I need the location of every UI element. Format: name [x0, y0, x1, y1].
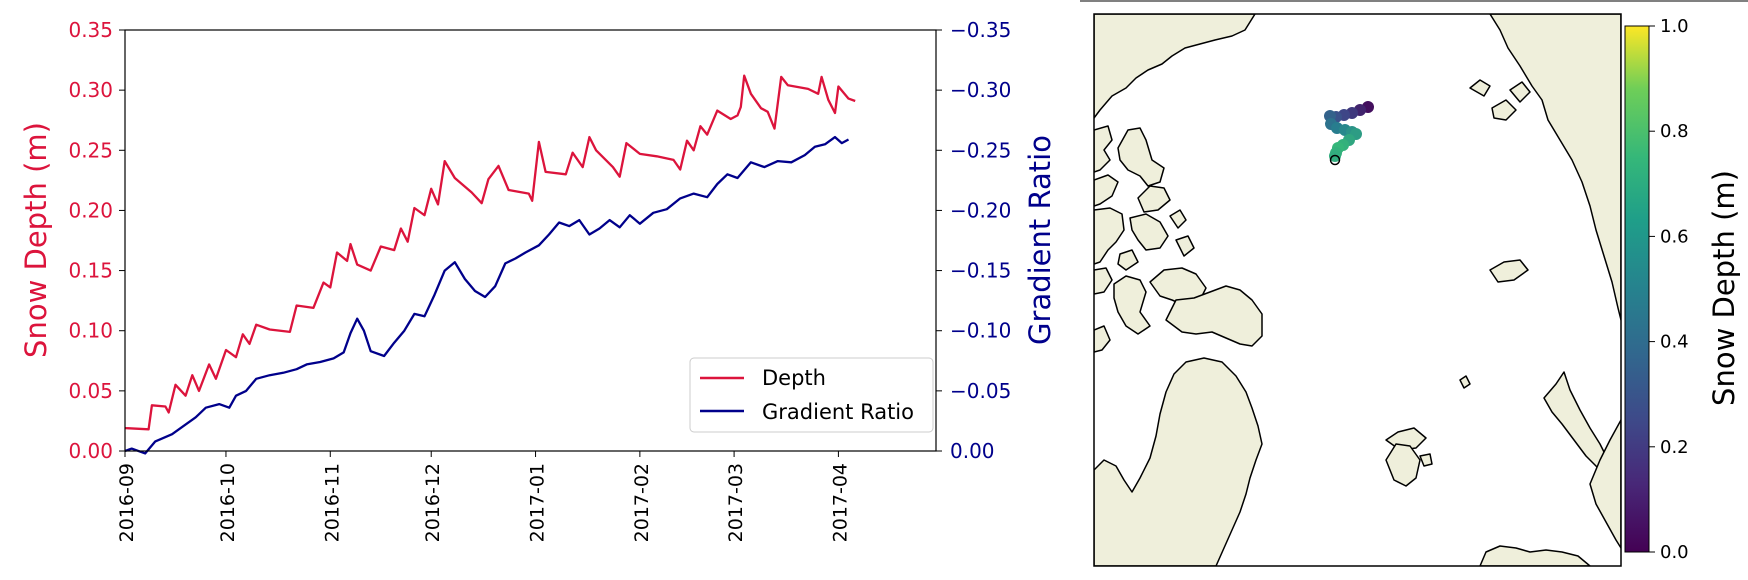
y-right-tick-label: −0.20: [950, 198, 1011, 222]
landmass-kara-coast: [1589, 419, 1621, 549]
x-tick-label: 2016-11: [321, 463, 343, 542]
landmass-novaya-zemlya: [1543, 371, 1607, 469]
landmass-franz-josef: [1489, 259, 1529, 283]
landmass-scandinavia: [1479, 545, 1591, 566]
landmass-svalbard-3: [1509, 81, 1531, 103]
landmass-canadian-archipelago-6: [1129, 213, 1169, 251]
landmass-island-small-1: [1459, 375, 1471, 389]
y-left-tick-label: 0.20: [68, 198, 113, 222]
colorbar: [1624, 25, 1650, 553]
y-axis-right-label: Gradient Ratio: [1023, 135, 1057, 345]
colorbar-tick-label: 1.0: [1660, 16, 1689, 37]
y-right-tick-label: −0.10: [950, 319, 1011, 343]
landmass-svalbard-2: [1491, 99, 1517, 121]
y-right-tick-label: −0.25: [950, 138, 1011, 162]
legend-depth-label: Depth: [762, 366, 826, 390]
legend-gradient-label: Gradient Ratio: [762, 400, 914, 424]
y-right-tick-label: 0.00: [950, 439, 995, 463]
y-left-tick-label: 0.05: [68, 379, 113, 403]
landmass-canadian-archipelago-12: [1175, 235, 1195, 257]
series-line-depth: [124, 74, 856, 431]
y-right-tick-label: −0.15: [950, 259, 1011, 283]
y-axis-left: 0.00 0.05 0.10 0.15 0.20 0.25 0.30 0.35: [68, 18, 125, 463]
landmass-island-small-3: [1419, 453, 1433, 467]
landmass-greenland-coast: [1489, 14, 1621, 321]
y-right-tick-label: −0.05: [950, 379, 1011, 403]
x-tick-label: 2017-02: [631, 463, 653, 542]
x-tick-label: 2016-12: [422, 463, 444, 542]
y-axis-right: 0.00 −0.05 −0.10 −0.15 −0.20 −0.25 −0.30 −0.35: [936, 18, 1011, 463]
y-left-tick-label: 0.15: [68, 259, 113, 283]
legend: Depth Gradient Ratio: [689, 357, 934, 433]
landmass-canadian-archipelago-10: [1113, 275, 1151, 335]
landmass-siberia: [1094, 14, 1256, 119]
colorbar-tick-label: 0.0: [1660, 542, 1689, 563]
landmass-canadian-archipelago-13: [1165, 285, 1263, 347]
x-tick-label: 2017-04: [829, 463, 851, 542]
colorbar-ticks: 0.0 0.2 0.4 0.6 0.8 1.0: [1649, 16, 1689, 563]
landmass-canadian-archipelago-1: [1094, 125, 1113, 173]
y-right-tick-label: −0.35: [950, 18, 1011, 42]
landmass-canadian-archipelago-7: [1169, 209, 1187, 229]
colorbar-tick-label: 0.6: [1660, 226, 1689, 247]
landmass-canadian-archipelago-2: [1094, 174, 1119, 207]
y-axis-left-label: Snow Depth (m): [19, 122, 53, 358]
arctic-map: 0.0 0.2 0.4 0.6 0.8 1.0 Snow Depth (m): [1080, 0, 1748, 567]
landmass-canadian-archipelago-9: [1094, 267, 1113, 295]
x-tick-label: 2016-10: [217, 463, 239, 542]
landmass-north-america: [1094, 357, 1263, 566]
x-axis: 2016-09 2016-10 2016-11 2016-12 2017-01 2017-…: [116, 451, 851, 542]
x-tick-label: 2016-09: [116, 463, 138, 542]
colorbar-tick-label: 0.4: [1660, 332, 1689, 353]
x-tick-label: 2017-03: [725, 463, 747, 542]
y-left-tick-label: 0.35: [68, 18, 113, 42]
colorbar-label: Snow Depth (m): [1707, 170, 1741, 406]
landmass-canadian-archipelago-4: [1094, 207, 1125, 265]
y-left-tick-label: 0.30: [68, 78, 113, 102]
series-layer: [124, 74, 856, 455]
landmass-svalbard-1: [1469, 79, 1491, 97]
y-left-tick-label: 0.10: [68, 319, 113, 343]
landmass-canadian-archipelago-14: [1094, 325, 1111, 353]
landmass-canadian-archipelago-3: [1117, 127, 1165, 187]
colorbar-tick-label: 0.8: [1660, 121, 1689, 142]
y-left-tick-label: 0.00: [68, 439, 113, 463]
landmass-canadian-archipelago-8: [1117, 249, 1139, 271]
landmass-canadian-archipelago-5: [1137, 185, 1171, 213]
time-series-chart: 2016-09 2016-10 2016-11 2016-12 2017-01 2017-…: [19, 18, 1057, 542]
plot-frame: [124, 29, 937, 452]
x-tick-label: 2017-01: [527, 463, 549, 542]
series-line-gradient-ratio: [124, 135, 850, 455]
landmass-island-small-2: [1385, 443, 1421, 487]
y-left-tick-label: 0.25: [68, 138, 113, 162]
y-right-tick-label: −0.30: [950, 78, 1011, 102]
legend-box: [689, 357, 934, 433]
map-frame: [1093, 13, 1622, 567]
colorbar-tick-label: 0.2: [1660, 437, 1689, 458]
track-start-marker: [1329, 154, 1341, 166]
buoy-track: [1324, 101, 1374, 162]
